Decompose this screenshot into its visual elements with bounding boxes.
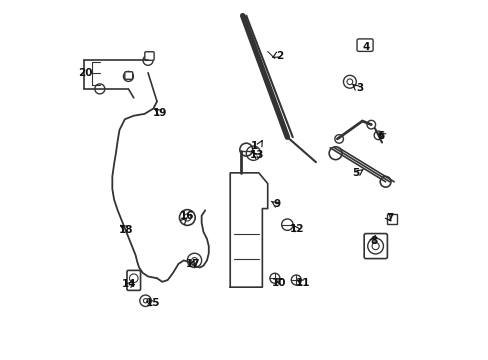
Text: 17: 17 bbox=[185, 259, 200, 269]
FancyBboxPatch shape bbox=[124, 72, 132, 79]
Text: 4: 4 bbox=[362, 42, 369, 52]
Text: 12: 12 bbox=[289, 224, 304, 234]
Text: 7: 7 bbox=[386, 212, 393, 222]
Text: 19: 19 bbox=[152, 108, 167, 118]
Text: 6: 6 bbox=[377, 131, 384, 141]
FancyBboxPatch shape bbox=[144, 52, 154, 60]
Text: 1: 1 bbox=[250, 141, 257, 151]
Text: 18: 18 bbox=[119, 225, 133, 235]
Text: 3: 3 bbox=[355, 83, 363, 93]
FancyBboxPatch shape bbox=[364, 234, 386, 258]
Text: 15: 15 bbox=[146, 298, 161, 308]
FancyBboxPatch shape bbox=[386, 214, 396, 224]
Text: 13: 13 bbox=[249, 150, 264, 160]
Text: 9: 9 bbox=[273, 199, 280, 209]
FancyBboxPatch shape bbox=[127, 270, 140, 291]
Text: 8: 8 bbox=[369, 237, 377, 247]
Text: 11: 11 bbox=[296, 278, 310, 288]
Text: 16: 16 bbox=[179, 211, 193, 221]
Text: 5: 5 bbox=[352, 168, 359, 178]
Text: 10: 10 bbox=[272, 278, 286, 288]
FancyBboxPatch shape bbox=[356, 39, 372, 51]
Text: 14: 14 bbox=[122, 279, 137, 289]
Text: 2: 2 bbox=[275, 51, 283, 61]
Text: 20: 20 bbox=[78, 68, 93, 78]
